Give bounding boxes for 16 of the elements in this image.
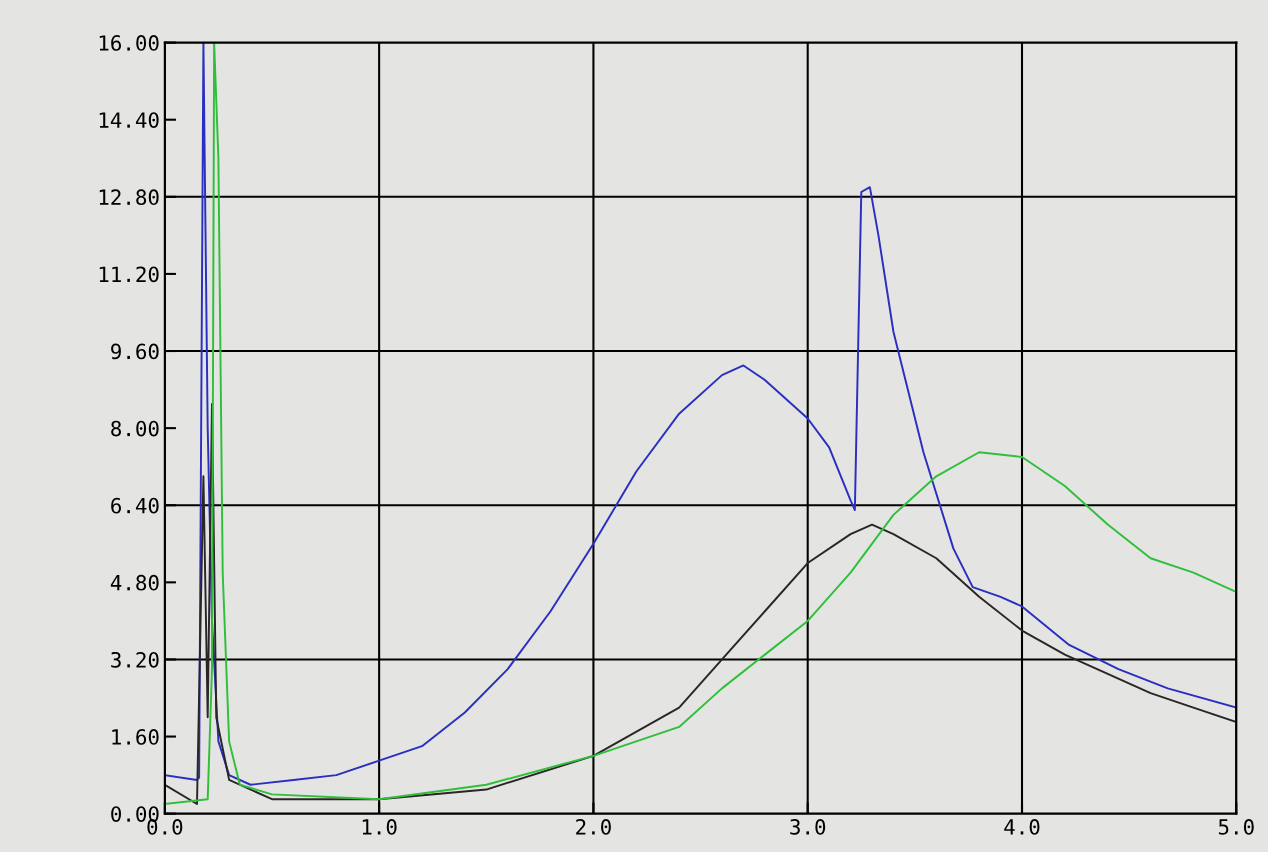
- x-tick-label: 5.0: [1218, 819, 1254, 835]
- y-tick-label: 11.20: [99, 266, 159, 283]
- y-tick-label: 8.00: [111, 420, 159, 437]
- y-tick-label: 9.60: [111, 343, 159, 360]
- y-tick-label: 6.40: [111, 497, 159, 514]
- y-tick-label: 1.60: [112, 729, 159, 745]
- x-tick-label: 1.0: [362, 819, 397, 835]
- line-series: [164, 403, 1237, 805]
- y-tick-label: 14.40: [99, 112, 159, 128]
- y-tick-label: 12.80: [99, 189, 159, 206]
- y-tick-label: 3.20: [111, 651, 159, 668]
- y-tick-label: 4.80: [110, 574, 159, 591]
- x-tick-label: 2.0: [576, 819, 611, 835]
- y-tick-label: 16.00: [99, 35, 159, 51]
- x-tick-label: 4.0: [1004, 819, 1040, 835]
- x-tick-label: 3.0: [790, 819, 826, 835]
